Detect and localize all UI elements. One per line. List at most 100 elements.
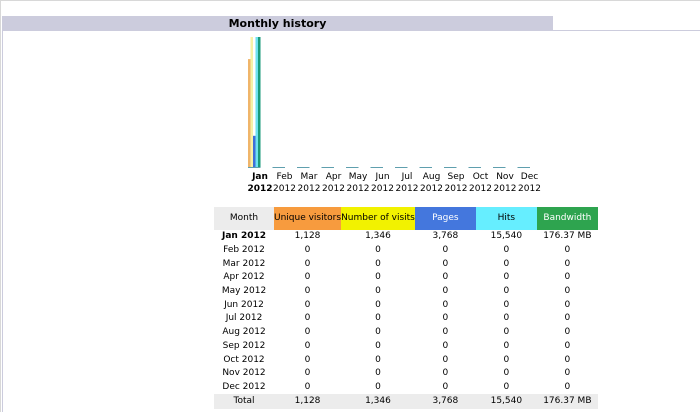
cell-pages: 0	[442, 313, 449, 324]
cell-pages: 0	[442, 299, 449, 310]
chart-baseline-mark	[272, 167, 285, 168]
monthly-history-chart	[248, 37, 530, 168]
chart-month-year: 2012	[322, 184, 345, 194]
chart-baseline-mark	[395, 167, 408, 168]
cell-hits: 0	[503, 313, 510, 324]
chart-month-label: Feb 2012	[272, 171, 298, 195]
chart-month-year: 2012	[420, 184, 443, 194]
table-row: Oct 2012 0 0 0 0 0	[214, 353, 598, 367]
chart-month-name: Feb	[276, 172, 293, 182]
header-pages: Pages	[414, 207, 476, 230]
table-row: Apr 2012 0 0 0 0 0	[214, 271, 598, 285]
cell-unique-visitors: 0	[304, 354, 311, 365]
chart-month-label: Apr 2012	[321, 171, 347, 195]
chart-month-label: Jan 2012	[247, 171, 273, 195]
table-header-row: Month Unique visitors Number of visits P…	[214, 207, 598, 230]
table-row: Jul 2012 0 0 0 0 0	[214, 312, 598, 326]
cell-unique-visitors: 0	[304, 258, 311, 269]
cell-pages: 3,768	[432, 231, 459, 242]
cell-number-of-visits: 0	[375, 340, 381, 351]
header-month: Month	[214, 207, 274, 230]
cell-number-of-visits: 0	[375, 368, 381, 379]
cell-month: Aug 2012	[222, 327, 266, 338]
chart-month-label: Aug 2012	[419, 171, 445, 195]
chart-month-year: 2012	[444, 184, 468, 194]
chart-month-name: Jun	[375, 172, 390, 182]
total-unique-visitors: 1,128	[274, 394, 342, 410]
section-header-bar	[2, 16, 553, 31]
table-row: Jun 2012 0 0 0 0 0	[214, 298, 598, 312]
table-row: Sep 2012 0 0 0 0 0	[214, 340, 598, 354]
cell-month: Dec 2012	[222, 381, 266, 392]
total-bandwidth: 176.37 MB	[536, 394, 598, 410]
total-label: Total	[214, 394, 274, 410]
cell-bandwidth: 0	[564, 313, 571, 324]
cell-hits: 0	[503, 272, 510, 283]
chart-month-year: 2012	[469, 184, 492, 194]
chart-month-year: 2012	[346, 184, 370, 194]
cell-bandwidth: 176.37 MB	[543, 231, 592, 242]
chart-bar-bandwidth	[258, 37, 261, 167]
chart-bar-number-of-visits	[250, 37, 253, 167]
chart-month-year: 2012	[493, 184, 517, 194]
chart-month-name: Jul	[401, 172, 413, 182]
chart-bar-unique-visitors	[248, 59, 251, 167]
chart-month-label: Jul 2012	[394, 171, 420, 195]
cell-bandwidth: 0	[564, 368, 571, 379]
cell-number-of-visits: 0	[375, 299, 381, 310]
section-box-border	[2, 31, 3, 412]
cell-pages: 0	[442, 327, 449, 338]
chart-month-label: Nov 2012	[492, 171, 518, 195]
cell-number-of-visits: 0	[375, 354, 381, 365]
header-unique-visitors: Unique visitors	[274, 207, 342, 230]
cell-number-of-visits: 0	[375, 313, 381, 324]
cell-unique-visitors: 0	[304, 340, 311, 351]
cell-pages: 0	[442, 368, 449, 379]
chart-month-label: Sep 2012	[443, 171, 469, 195]
chart-baseline-mark	[370, 167, 383, 168]
chart-month-year: 2012	[273, 184, 296, 194]
cell-pages: 0	[442, 286, 449, 297]
cell-month: Jun 2012	[224, 299, 264, 310]
cell-unique-visitors: 1,128	[294, 231, 321, 242]
table-row: Jan 2012 1,128 1,346 3,768 15,540 176.37 MB	[214, 230, 598, 244]
chart-baseline-mark	[346, 167, 359, 168]
chart-baseline-mark	[468, 167, 481, 168]
chart-month-year: 2012	[518, 184, 541, 194]
cell-pages: 0	[442, 381, 449, 392]
table-row: Feb 2012 0 0 0 0 0	[214, 244, 598, 258]
cell-pages: 0	[442, 354, 449, 365]
cell-month: Apr 2012	[223, 272, 265, 283]
chart-month-name: Aug	[422, 172, 441, 182]
chart-month-year: 2012	[247, 184, 273, 194]
page-frame-left	[0, 0, 1, 412]
chart-month-name: Dec	[520, 172, 539, 182]
cell-month: Nov 2012	[222, 368, 266, 379]
cell-hits: 0	[503, 354, 510, 365]
chart-month-label: Dec 2012	[517, 171, 543, 195]
cell-hits: 0	[503, 299, 510, 310]
cell-number-of-visits: 1,346	[365, 231, 391, 242]
cell-unique-visitors: 0	[304, 368, 311, 379]
chart-baseline-mark	[297, 167, 310, 168]
chart-month-name: Oct	[472, 172, 489, 182]
cell-month: Jan 2012	[221, 231, 266, 242]
cell-pages: 0	[442, 272, 449, 283]
cell-unique-visitors: 0	[304, 245, 311, 256]
table-row: May 2012 0 0 0 0 0	[214, 285, 598, 299]
cell-month: Mar 2012	[222, 258, 266, 269]
chart-baseline-mark	[321, 167, 334, 168]
chart-month-name: Jan	[252, 172, 268, 182]
cell-hits: 0	[503, 327, 510, 338]
cell-bandwidth: 0	[564, 340, 571, 351]
chart-month-label: May 2012	[345, 171, 371, 195]
header-bandwidth: Bandwidth	[536, 207, 598, 230]
cell-bandwidth: 0	[564, 286, 571, 297]
chart-month-name: May	[348, 172, 368, 182]
chart-month-label: Mar 2012	[296, 171, 322, 195]
cell-month: Sep 2012	[222, 340, 266, 351]
header-number-of-visits: Number of visits	[341, 207, 415, 230]
cell-hits: 0	[503, 381, 510, 392]
cell-hits: 15,540	[490, 231, 523, 242]
cell-hits: 0	[503, 286, 510, 297]
